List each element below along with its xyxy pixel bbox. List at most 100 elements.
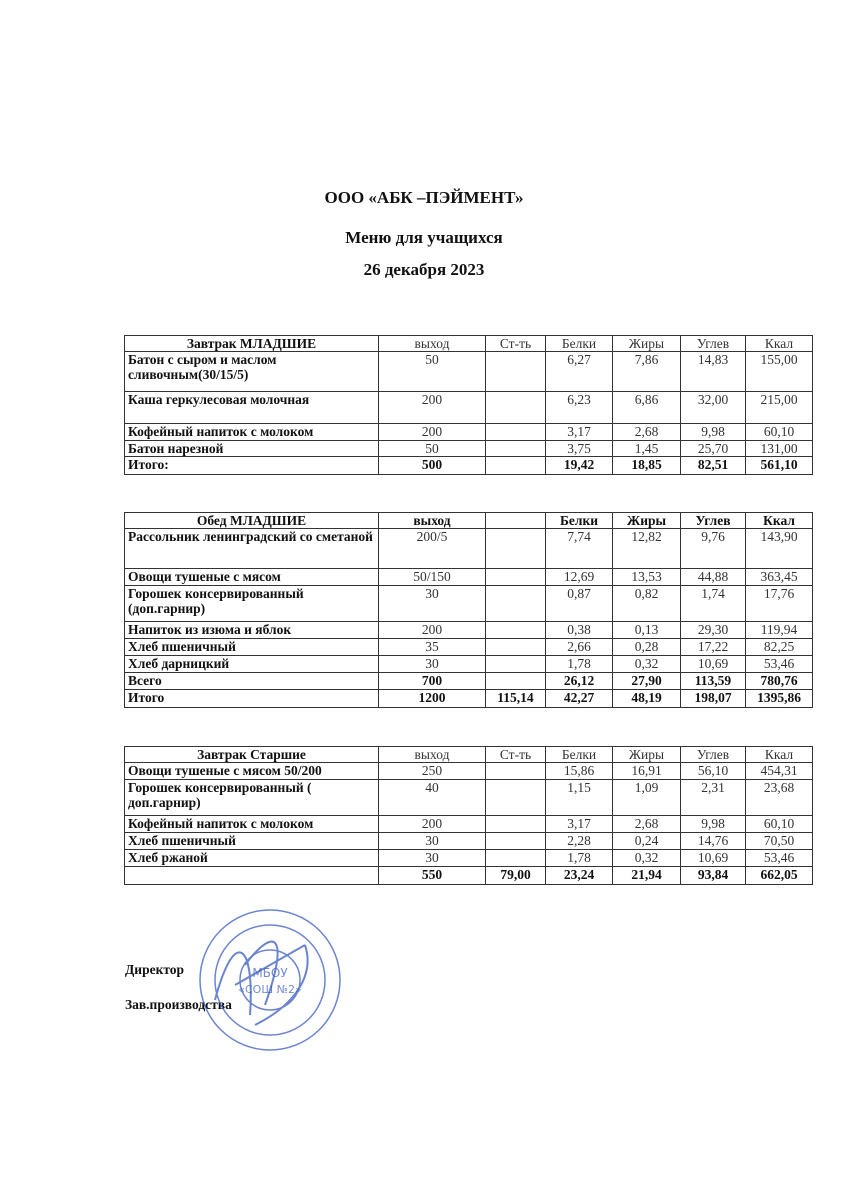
- cell-yield: 200: [378, 391, 486, 424]
- cell-protein: 1,78: [545, 655, 613, 673]
- menu-table-lunch-junior: Обед МЛАДШИЕ выход Белки Жиры Углев Ккал Рассо…: [124, 512, 813, 708]
- cell-fat: 16,91: [612, 762, 681, 780]
- cell-fat: 48,19: [612, 689, 681, 708]
- cell-protein: 42,27: [545, 689, 613, 708]
- cell-protein: Белки: [545, 746, 613, 763]
- cell-name: Каша геркулесовая молочная: [124, 391, 379, 424]
- cell-protein: 15,86: [545, 762, 613, 780]
- cell-fat: 0,32: [612, 849, 681, 867]
- cell-carbs: Углев: [680, 335, 746, 352]
- table-row: Хлеб дарницкий 30 1,78 0,32 10,69 53,46: [124, 655, 813, 673]
- cell-yield: 40: [378, 779, 486, 816]
- table-row: Горошек консервированный ( доп.гарнир) 40…: [124, 779, 813, 816]
- cell-carbs: 32,00: [680, 391, 746, 424]
- cell-yield: 30: [378, 655, 486, 673]
- cell-carbs: 14,83: [680, 351, 746, 392]
- cell-kcal: 131,00: [745, 440, 813, 457]
- cell-cost: [485, 832, 546, 850]
- cell-protein: 7,74: [545, 528, 613, 569]
- cell-protein: 3,17: [545, 815, 613, 833]
- cell-protein: 1,78: [545, 849, 613, 867]
- cell-carbs: 56,10: [680, 762, 746, 780]
- cell-yield: 700: [378, 672, 486, 690]
- cell-yield: 200: [378, 621, 486, 639]
- cell-protein: Белки: [545, 512, 613, 529]
- cell-fat: 0,13: [612, 621, 681, 639]
- cell-fat: 13,53: [612, 568, 681, 586]
- cell-protein: Белки: [545, 335, 613, 352]
- cell-kcal: 155,00: [745, 351, 813, 392]
- cell-name: Завтрак Старшие: [124, 746, 379, 763]
- document-date: 26 декабря 2023: [363, 260, 485, 279]
- cell-fat: Жиры: [612, 512, 681, 529]
- menu-table-breakfast-junior: Завтрак МЛАДШИЕ выход Ст-ть Белки Жиры Углев К…: [124, 335, 813, 475]
- table-row: Батон с сыром и маслом сливочным(30/15/5…: [124, 351, 813, 392]
- cell-kcal: Ккал: [745, 746, 813, 763]
- cell-name: Всего: [124, 672, 379, 690]
- cell-protein: 3,17: [545, 423, 613, 441]
- cell-kcal: 780,76: [745, 672, 813, 690]
- cell-protein: 2,66: [545, 638, 613, 656]
- cell-name: Рассольник ленинградский со сметаной: [124, 528, 379, 569]
- cell-carbs: 93,84: [680, 866, 746, 885]
- cell-yield: 200: [378, 815, 486, 833]
- table-header-row: Завтрак МЛАДШИЕ выход Ст-ть Белки Жиры Углев К…: [124, 335, 813, 352]
- cell-fat: 18,85: [612, 456, 681, 475]
- cell-carbs: 44,88: [680, 568, 746, 586]
- cell-yield: 500: [378, 456, 486, 475]
- cell-carbs: 25,70: [680, 440, 746, 457]
- cell-name: Горошек консервированный (доп.гарнир): [124, 585, 379, 622]
- cell-kcal: 53,46: [745, 655, 813, 673]
- cell-yield: выход: [378, 512, 486, 529]
- table-row: Батон нарезной 50 3,75 1,45 25,70 131,00: [124, 440, 813, 457]
- cell-name: Кофейный напиток с молоком: [124, 815, 379, 833]
- cell-yield: 50/150: [378, 568, 486, 586]
- cell-name: Батон с сыром и маслом сливочным(30/15/5…: [124, 351, 379, 392]
- table-row: Хлеб пшеничный 30 2,28 0,24 14,76 70,50: [124, 832, 813, 850]
- cell-fat: 1,45: [612, 440, 681, 457]
- cell-name: Напиток из изюма и яблок: [124, 621, 379, 639]
- cell-name: Горошек консервированный ( доп.гарнир): [124, 779, 379, 816]
- cell-kcal: 119,94: [745, 621, 813, 639]
- table-row: Напиток из изюма и яблок 200 0,38 0,13 29,30…: [124, 621, 813, 639]
- cell-carbs: 10,69: [680, 849, 746, 867]
- cell-kcal: 561,10: [745, 456, 813, 475]
- production-head-signature-label: Зав.производства: [125, 997, 232, 1012]
- table-row: Кофейный напиток с молоком 200 3,17 2,68 9,9…: [124, 815, 813, 833]
- cell-kcal: 454,31: [745, 762, 813, 780]
- cell-fat: 0,28: [612, 638, 681, 656]
- cell-protein: 2,28: [545, 832, 613, 850]
- cell-yield: 30: [378, 585, 486, 622]
- cell-cost: [485, 621, 546, 639]
- cell-kcal: 23,68: [745, 779, 813, 816]
- cell-kcal: 143,90: [745, 528, 813, 569]
- cell-protein: 12,69: [545, 568, 613, 586]
- cell-cost: Ст-ть: [485, 746, 546, 763]
- cell-cost: [485, 762, 546, 780]
- cell-name: Хлеб ржаной: [124, 849, 379, 867]
- cell-carbs: 14,76: [680, 832, 746, 850]
- cell-cost: [485, 638, 546, 656]
- cell-cost: [485, 512, 546, 529]
- cell-cost: [485, 779, 546, 816]
- svg-text:МБОУ: МБОУ: [252, 966, 288, 980]
- cell-fat: 12,82: [612, 528, 681, 569]
- cell-name: Хлеб пшеничный: [124, 832, 379, 850]
- cell-cost: [485, 391, 546, 424]
- cell-kcal: 53,46: [745, 849, 813, 867]
- table-row: Хлеб пшеничный 35 2,66 0,28 17,22 82,25: [124, 638, 813, 656]
- cell-carbs: Углев: [680, 746, 746, 763]
- cell-yield: 30: [378, 832, 486, 850]
- cell-fat: 2,68: [612, 423, 681, 441]
- cell-kcal: 1395,86: [745, 689, 813, 708]
- cell-cost: [485, 568, 546, 586]
- cell-carbs: 1,74: [680, 585, 746, 622]
- menu-table-breakfast-senior: Завтрак Старшие выход Ст-ть Белки Жиры Углев К…: [124, 746, 813, 885]
- cell-carbs: Углев: [680, 512, 746, 529]
- cell-fat: 0,24: [612, 832, 681, 850]
- cell-protein: 6,27: [545, 351, 613, 392]
- table-row: Овощи тушеные с мясом 50/200 250 15,86 16,9…: [124, 762, 813, 780]
- cell-fat: 21,94: [612, 866, 681, 885]
- cell-fat: 27,90: [612, 672, 681, 690]
- cell-carbs: 198,07: [680, 689, 746, 708]
